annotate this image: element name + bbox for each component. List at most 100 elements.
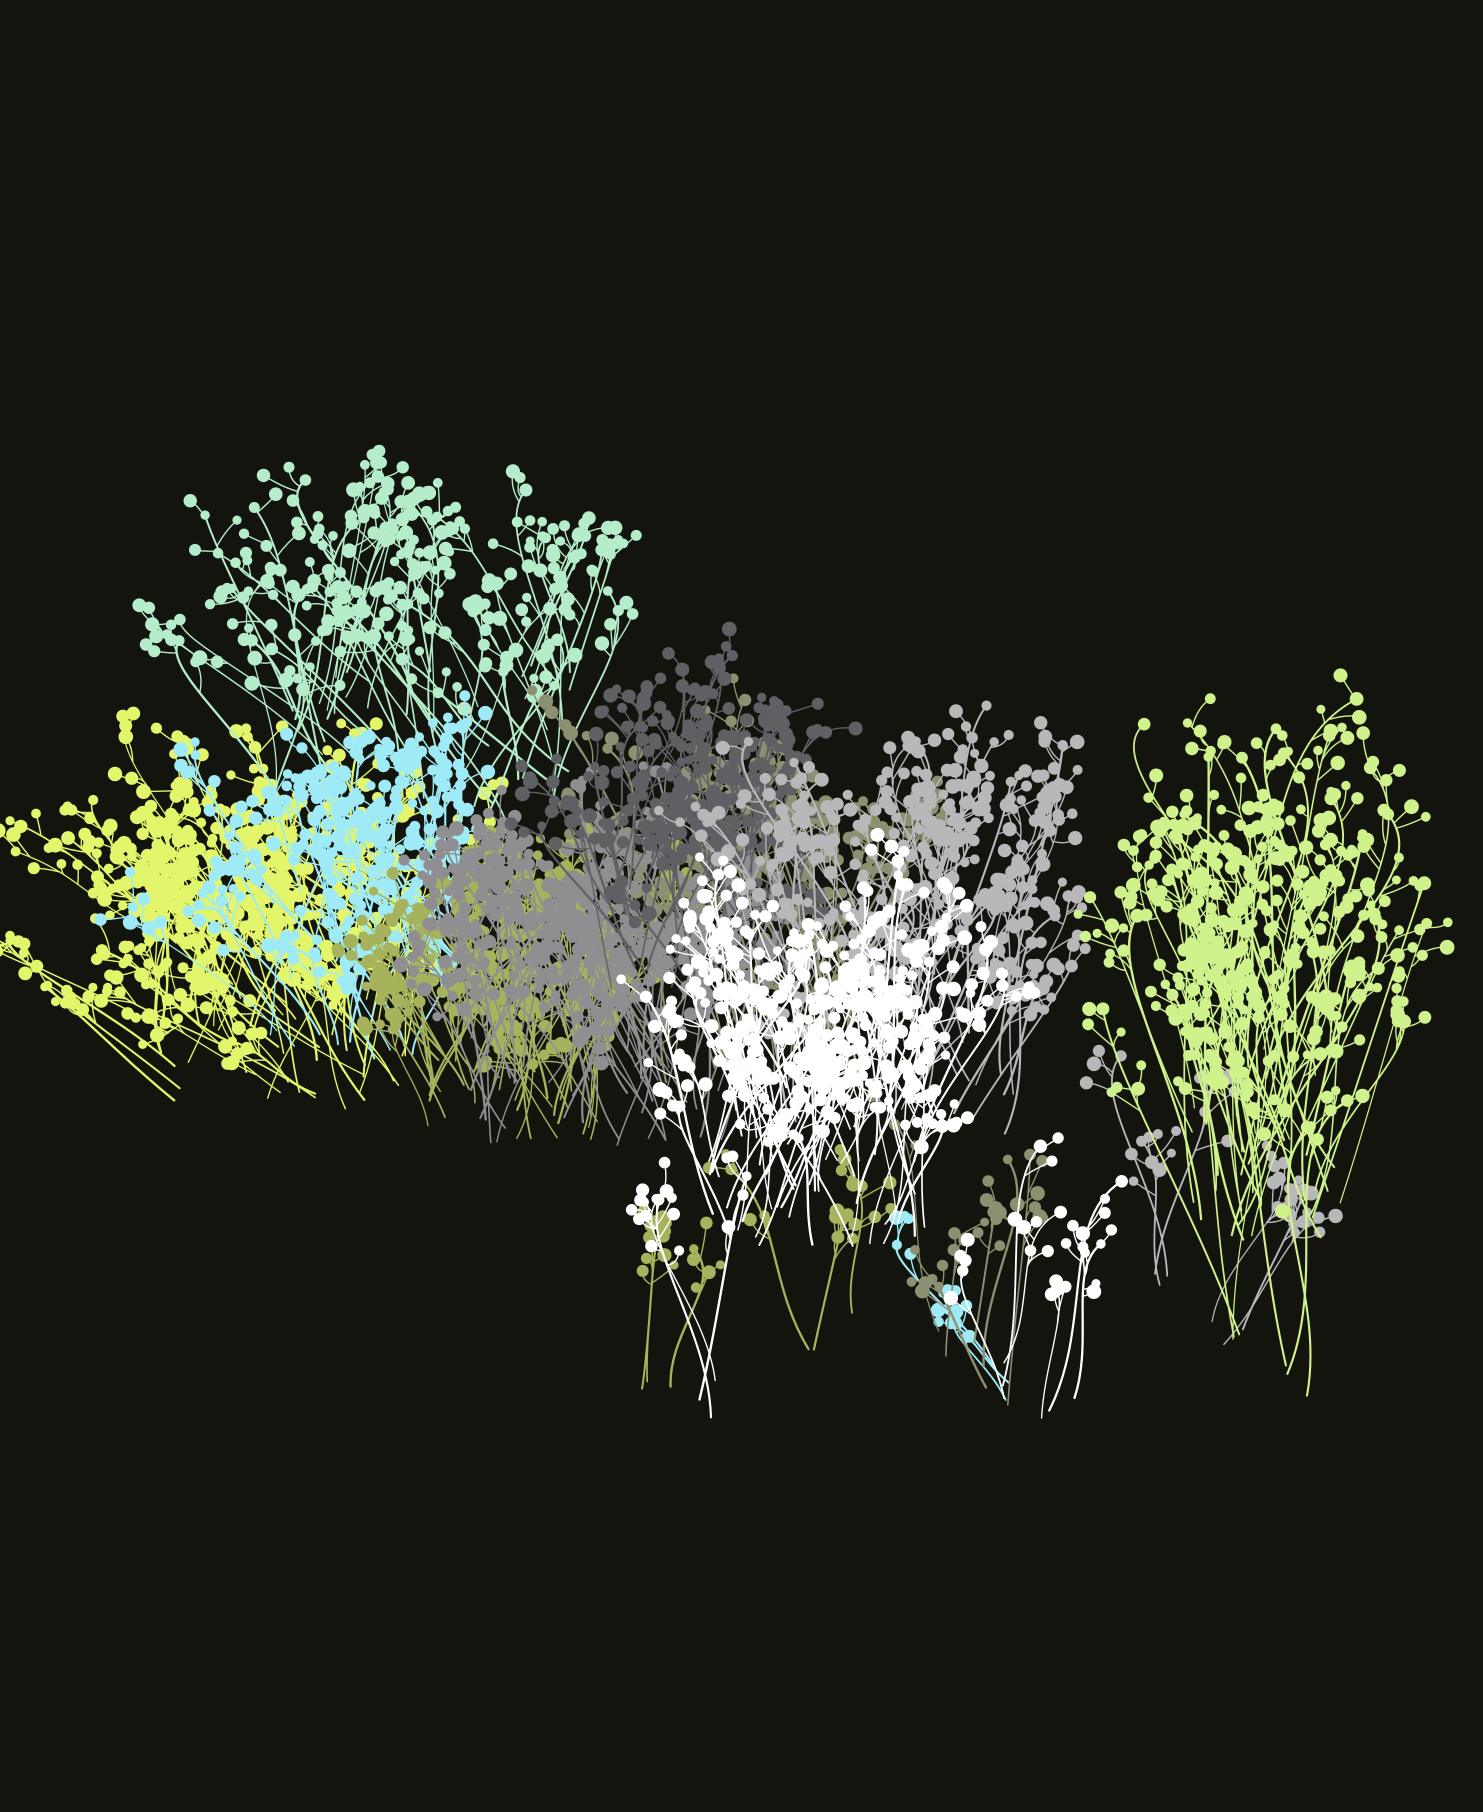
blossom-dot: [449, 821, 464, 836]
blossom-dot: [137, 892, 151, 906]
blossom-dot: [299, 474, 312, 486]
blossom-dot: [470, 814, 483, 827]
blossom-dot: [459, 690, 471, 702]
blossom-dot: [136, 784, 151, 799]
blossom-dot: [173, 988, 188, 1002]
blossom-dot: [157, 895, 173, 910]
blossom-dot: [296, 742, 308, 754]
blossom-dot: [118, 940, 132, 954]
blossom-dot: [430, 565, 440, 575]
blossom-dot: [972, 1227, 984, 1239]
blossom-dot: [238, 528, 250, 539]
blossom-dot: [446, 838, 459, 851]
blossom-dot: [228, 884, 238, 894]
blossom-dot: [602, 586, 613, 596]
blossom-dot: [150, 1028, 165, 1043]
blossom-dot: [424, 896, 438, 911]
blossom-dot: [476, 886, 489, 899]
blossom-dot: [105, 910, 115, 920]
blossom-dot: [482, 830, 498, 845]
blossom-dot: [91, 870, 104, 884]
blossom-dot: [478, 705, 493, 721]
blossom-dot: [266, 913, 280, 927]
blossom-dot: [226, 618, 239, 630]
blossom-dot: [248, 763, 259, 774]
blossom-dot: [464, 848, 478, 862]
blossom-dot: [311, 636, 321, 646]
blossom-dot: [395, 531, 406, 541]
blossom-dot: [456, 1002, 472, 1017]
blossom-dot: [483, 816, 496, 828]
blossom-dot: [141, 920, 157, 936]
blossom-dot: [291, 516, 303, 529]
blossom-dot: [266, 836, 281, 852]
blossom-dot: [690, 1282, 702, 1293]
blossom-dot: [343, 934, 358, 949]
blossom-dot: [508, 970, 519, 981]
blossom-dot: [269, 487, 283, 502]
blossom-dot: [508, 642, 524, 658]
blossom-dot: [226, 770, 236, 780]
blossom-dot: [567, 932, 578, 943]
blossom-dot: [169, 789, 183, 803]
blossom-dot: [284, 665, 296, 677]
blossom-dot: [200, 510, 210, 520]
blossom-dot: [570, 779, 582, 791]
blossom-dot: [403, 1007, 413, 1017]
stem: [100, 949, 229, 1042]
blossom-dot: [511, 516, 523, 528]
blossom-dot: [379, 606, 394, 622]
blossom-dot: [199, 1001, 213, 1015]
blossom-dot: [249, 946, 262, 959]
blossom-dot: [336, 765, 351, 780]
blossom-dot: [478, 639, 490, 651]
blossom-dot: [545, 705, 559, 720]
blossom-dot: [305, 662, 315, 672]
blossom-dot: [404, 507, 419, 521]
stem: [267, 967, 324, 1099]
blossom-dot: [203, 804, 216, 817]
blossom-dot: [145, 874, 157, 886]
blossom-dot: [407, 965, 419, 978]
blossom-dot: [567, 958, 577, 968]
blossom-dot: [152, 965, 162, 975]
blossom-dot: [30, 959, 44, 973]
blossom-dot: [190, 750, 201, 760]
blossom-dot: [442, 505, 454, 517]
blossom-dot: [78, 827, 92, 841]
blossom-dot: [283, 874, 293, 884]
blossom-dot: [407, 798, 418, 809]
stem: [145, 983, 281, 1094]
blossom-dot: [292, 526, 306, 541]
blossom-dot: [307, 812, 321, 827]
blossom-dot: [398, 854, 410, 866]
blossom-dot: [124, 866, 136, 878]
blossom-dot: [213, 862, 228, 877]
blossom-dot: [640, 1252, 653, 1264]
blossom-dot: [437, 867, 450, 879]
blossom-dot: [119, 719, 133, 733]
blossom-dot: [309, 582, 319, 593]
blossom-dot: [241, 723, 252, 734]
blossom-dot: [601, 520, 616, 536]
blossom-dot: [283, 461, 295, 473]
blossom-dot: [124, 842, 137, 855]
blossom-dot: [524, 917, 539, 932]
blossom-dot: [256, 468, 271, 483]
blossom-dot: [248, 502, 260, 513]
blossom-dot: [263, 577, 275, 590]
blossom-dot: [246, 848, 262, 864]
blossom-dot: [336, 718, 347, 729]
blossom-dot: [405, 634, 416, 645]
blossom-dot: [700, 1216, 713, 1230]
blossom-dot: [467, 605, 479, 618]
blossom-dot: [271, 804, 285, 818]
blossom-dot: [414, 646, 425, 656]
stem: [166, 890, 255, 955]
blossom-dot: [207, 833, 218, 844]
blossom-dot: [138, 1039, 148, 1049]
blossom-dot: [376, 759, 390, 773]
blossom-dot: [18, 966, 33, 981]
blossom-dot: [235, 800, 248, 814]
blossom-dot: [412, 751, 423, 762]
